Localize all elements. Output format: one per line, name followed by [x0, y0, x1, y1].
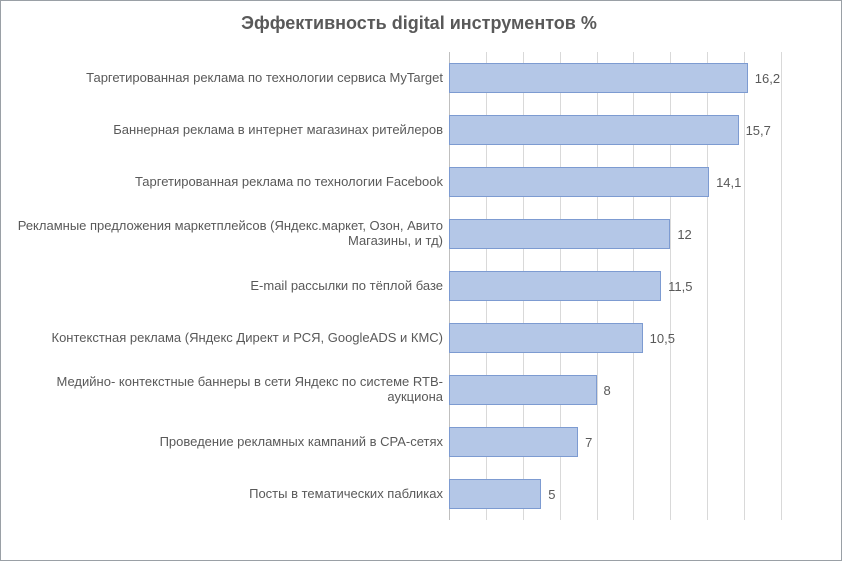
category-label: Посты в тематических пабликах — [9, 487, 449, 502]
category-label: Проведение рекламных кампаний в CPA-сетя… — [9, 435, 449, 450]
value-label: 14,1 — [716, 175, 741, 190]
value-label: 12 — [677, 227, 691, 242]
chart-title: Эффективность digital инструментов % — [9, 13, 829, 34]
bar-track: 7 — [449, 416, 781, 468]
chart-row: Баннерная реклама в интернет магазинах р… — [9, 104, 829, 156]
bar: 5 — [449, 479, 541, 509]
chart-row: Рекламные предложения маркетплейсов (Янд… — [9, 208, 829, 260]
category-label: Рекламные предложения маркетплейсов (Янд… — [9, 219, 449, 249]
value-label: 10,5 — [650, 331, 675, 346]
chart-row: E-mail рассылки по тёплой базе11,5 — [9, 260, 829, 312]
chart-row: Медийно- контекстные баннеры в сети Янде… — [9, 364, 829, 416]
value-label: 7 — [585, 435, 592, 450]
bar-track: 5 — [449, 468, 781, 520]
chart-rows: Таргетированная реклама по технологии се… — [9, 52, 829, 520]
value-label: 8 — [604, 383, 611, 398]
bar-track: 8 — [449, 364, 781, 416]
chart-row: Таргетированная реклама по технологии се… — [9, 52, 829, 104]
bar: 12 — [449, 219, 670, 249]
value-label: 11,5 — [668, 279, 692, 294]
bar: 16,2 — [449, 63, 748, 93]
gridline — [781, 52, 782, 520]
bar: 7 — [449, 427, 578, 457]
category-label: Контекстная реклама (Яндекс Директ и РСЯ… — [9, 331, 449, 346]
chart-row: Таргетированная реклама по технологии Fa… — [9, 156, 829, 208]
value-label: 5 — [548, 487, 555, 502]
bar: 14,1 — [449, 167, 709, 197]
chart-row: Посты в тематических пабликах5 — [9, 468, 829, 520]
bar-track: 15,7 — [449, 104, 781, 156]
chart-row: Контекстная реклама (Яндекс Директ и РСЯ… — [9, 312, 829, 364]
chart-row: Проведение рекламных кампаний в CPA-сетя… — [9, 416, 829, 468]
bar: 11,5 — [449, 271, 661, 301]
plot-area: Таргетированная реклама по технологии се… — [9, 52, 829, 520]
category-label: Таргетированная реклама по технологии Fa… — [9, 175, 449, 190]
bar-track: 12 — [449, 208, 781, 260]
value-label: 16,2 — [755, 71, 780, 86]
bar-track: 11,5 — [449, 260, 781, 312]
bar: 8 — [449, 375, 597, 405]
bar: 15,7 — [449, 115, 739, 145]
category-label: Таргетированная реклама по технологии се… — [9, 71, 449, 86]
category-label: Баннерная реклама в интернет магазинах р… — [9, 123, 449, 138]
bar-track: 10,5 — [449, 312, 781, 364]
bar: 10,5 — [449, 323, 643, 353]
chart-container: Эффективность digital инструментов % Тар… — [0, 0, 842, 561]
bar-track: 14,1 — [449, 156, 781, 208]
category-label: E-mail рассылки по тёплой базе — [9, 279, 449, 294]
bar-track: 16,2 — [449, 52, 781, 104]
category-label: Медийно- контекстные баннеры в сети Янде… — [9, 375, 449, 405]
value-label: 15,7 — [746, 123, 771, 138]
